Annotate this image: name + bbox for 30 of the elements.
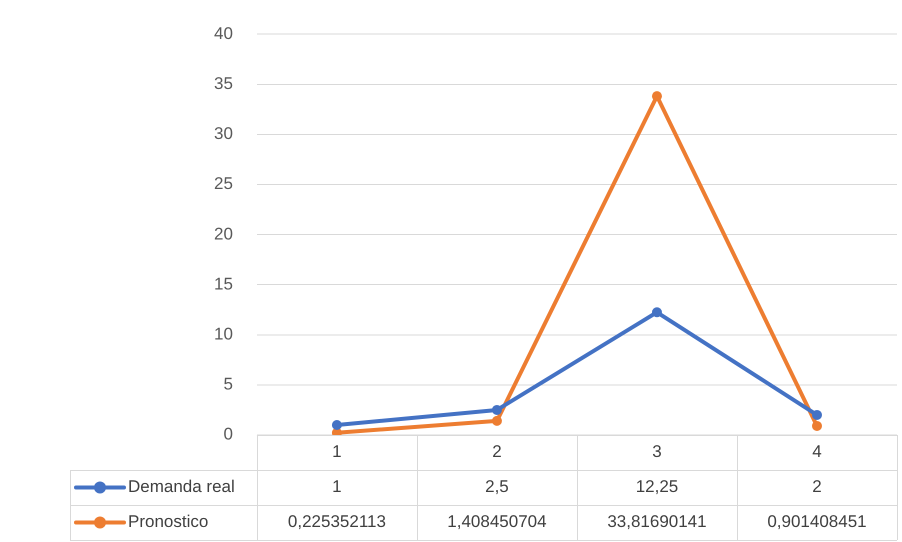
legend-label: Pronostico bbox=[128, 512, 208, 532]
data-label: 33,81690141 bbox=[607, 512, 707, 532]
point bbox=[492, 404, 502, 415]
data-label: 2,5 bbox=[485, 477, 509, 496]
data-label: 1 bbox=[332, 477, 342, 496]
y-tick-label: 25 bbox=[214, 174, 233, 194]
legend-label: Demanda real bbox=[128, 477, 235, 496]
y-tick-label: 35 bbox=[214, 74, 233, 93]
data-label: 12,25 bbox=[636, 477, 678, 496]
x-tick-label: 4 bbox=[812, 442, 822, 462]
data-label: 0,901408451 bbox=[767, 512, 867, 532]
y-tick-label: 40 bbox=[214, 24, 233, 43]
data-label: 0,225352113 bbox=[288, 512, 386, 532]
data-label: 2 bbox=[812, 477, 822, 496]
x-tick-label: 1 bbox=[332, 442, 342, 462]
y-tick-label: 5 bbox=[223, 374, 233, 394]
y-tick-label: 30 bbox=[214, 124, 233, 144]
point bbox=[652, 307, 662, 318]
point bbox=[652, 91, 662, 102]
y-tick-label: 0 bbox=[223, 424, 233, 444]
y-tick-label: 15 bbox=[214, 274, 233, 294]
point bbox=[332, 420, 342, 430]
data-label: 1,408450704 bbox=[447, 512, 547, 532]
point bbox=[812, 420, 822, 431]
x-tick-label: 2 bbox=[492, 442, 502, 462]
point bbox=[492, 416, 502, 426]
x-tick-label: 3 bbox=[652, 442, 662, 462]
y-tick-label: 20 bbox=[214, 224, 233, 244]
point bbox=[812, 410, 822, 420]
y-tick-label: 10 bbox=[214, 324, 233, 344]
